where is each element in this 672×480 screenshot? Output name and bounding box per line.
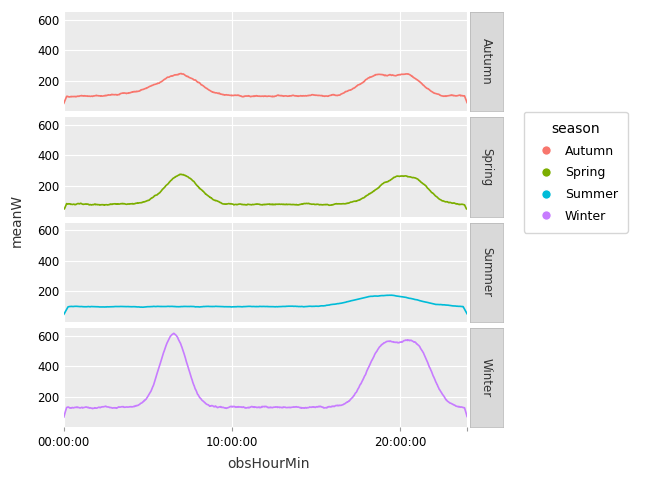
Text: obsHourMin: obsHourMin — [228, 457, 310, 471]
Legend: Autumn, Spring, Summer, Winter: Autumn, Spring, Summer, Winter — [523, 112, 628, 233]
Text: Summer: Summer — [480, 247, 493, 297]
Text: Autumn: Autumn — [480, 38, 493, 85]
Text: meanW: meanW — [10, 194, 24, 247]
Text: Spring: Spring — [480, 148, 493, 186]
Text: Winter: Winter — [480, 358, 493, 397]
